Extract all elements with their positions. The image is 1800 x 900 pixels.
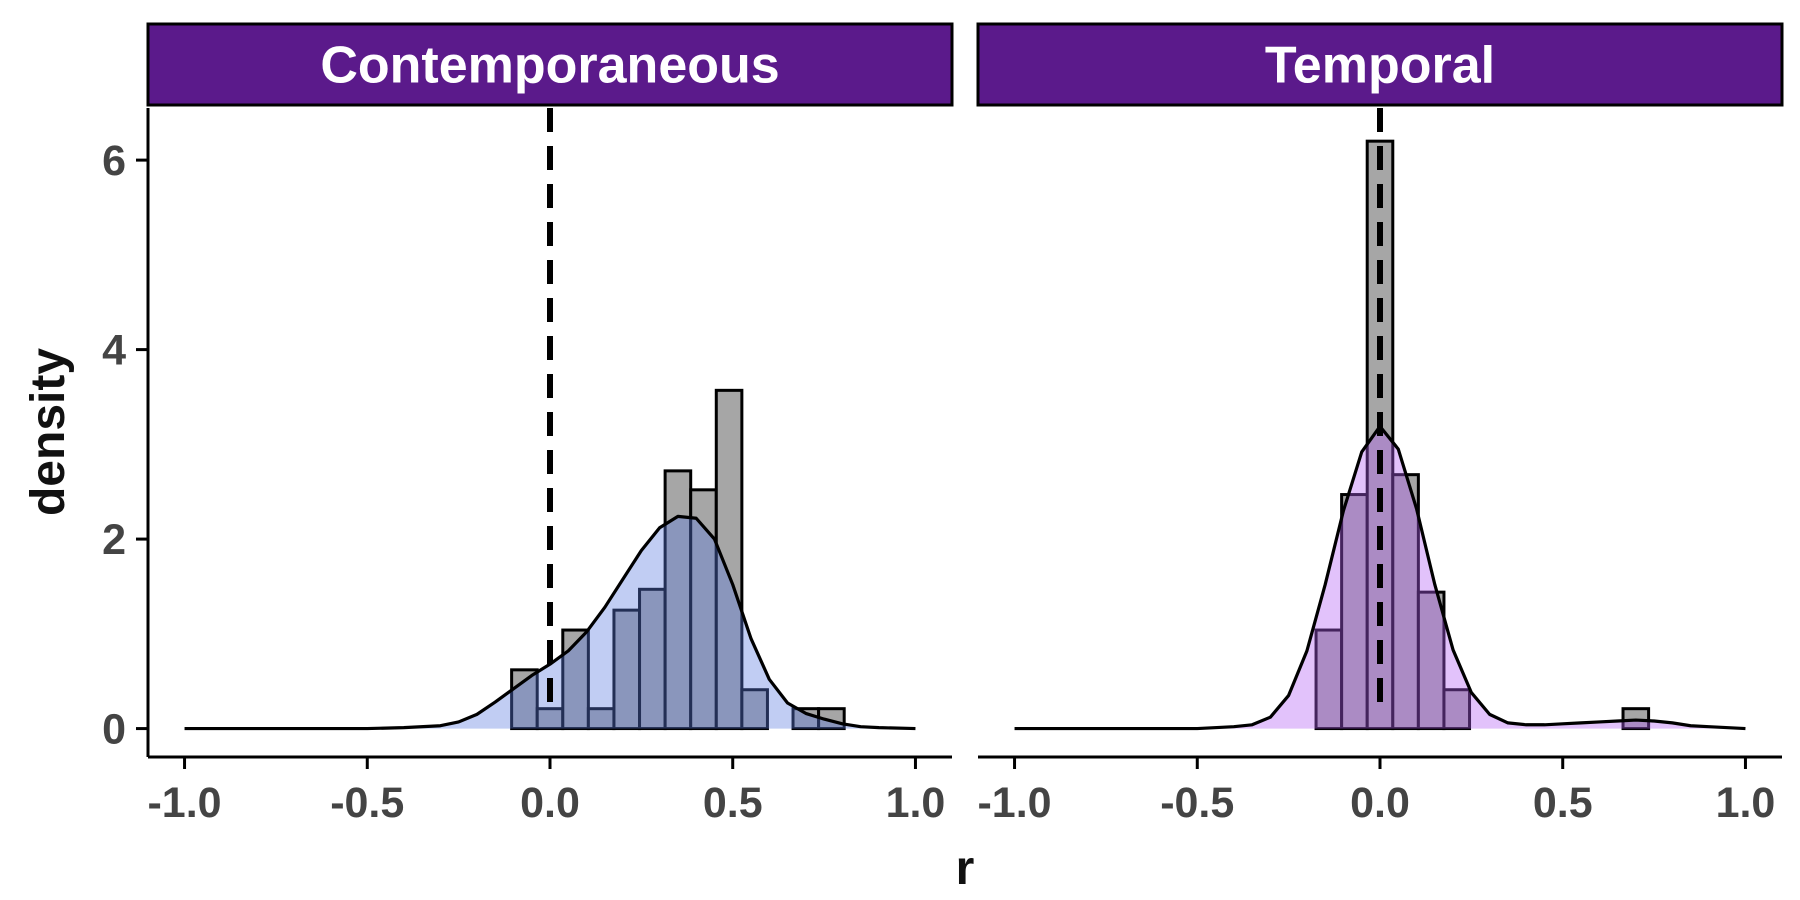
histogram-bar (714, 388, 744, 731)
x-tick-label: -0.5 (330, 779, 404, 827)
y-tick-label: 2 (102, 516, 126, 564)
histogram-bar (740, 688, 769, 731)
density-area (184, 516, 916, 729)
facet-strip-label: Temporal (1265, 37, 1495, 95)
plot-marks (1014, 108, 1746, 731)
histogram-bar (1391, 473, 1420, 731)
histogram-bar (561, 628, 590, 731)
x-axis-title: r (956, 842, 975, 895)
facet-panel-1: Contemporaneous -1.0 -0.5 0.0 0.5 1.0 0 2 4 6 (102, 22, 954, 827)
x-tick-label: -1.0 (977, 779, 1051, 827)
x-tick-label: -0.5 (1160, 779, 1234, 827)
x-tick-label: 0.0 (1350, 779, 1410, 827)
histogram-bar (638, 587, 667, 731)
histogram-bar (663, 469, 693, 731)
histogram-bar (1314, 628, 1344, 731)
facet-strip (146, 22, 954, 107)
facet-panel-2: Temporal -1.0 -0.5 0.0 0.5 1.0 (976, 22, 1784, 827)
histogram-bar (1442, 688, 1472, 731)
y-tick-label: 6 (102, 137, 126, 185)
x-tick-label: 0.5 (703, 779, 763, 827)
x-tick-label: 1.0 (886, 779, 946, 827)
facet-strip (976, 22, 1784, 107)
density-curve (1014, 424, 1746, 731)
y-tick-label: 0 (102, 706, 126, 754)
x-tick-label: 1.0 (1716, 779, 1776, 827)
facet-strip-label: Contemporaneous (320, 37, 779, 95)
x-tick-label: 0.0 (520, 779, 580, 827)
histogram-bar (1340, 493, 1369, 731)
x-tick-label: 0.5 (1533, 779, 1593, 827)
y-axis-title: density (22, 348, 75, 516)
y-tick-label: 4 (102, 327, 126, 375)
histogram-bar (1416, 590, 1446, 731)
histogram-bar (612, 608, 642, 731)
density-curve (184, 514, 916, 731)
plot-marks (184, 108, 916, 731)
x-tick-label: -1.0 (147, 779, 221, 827)
